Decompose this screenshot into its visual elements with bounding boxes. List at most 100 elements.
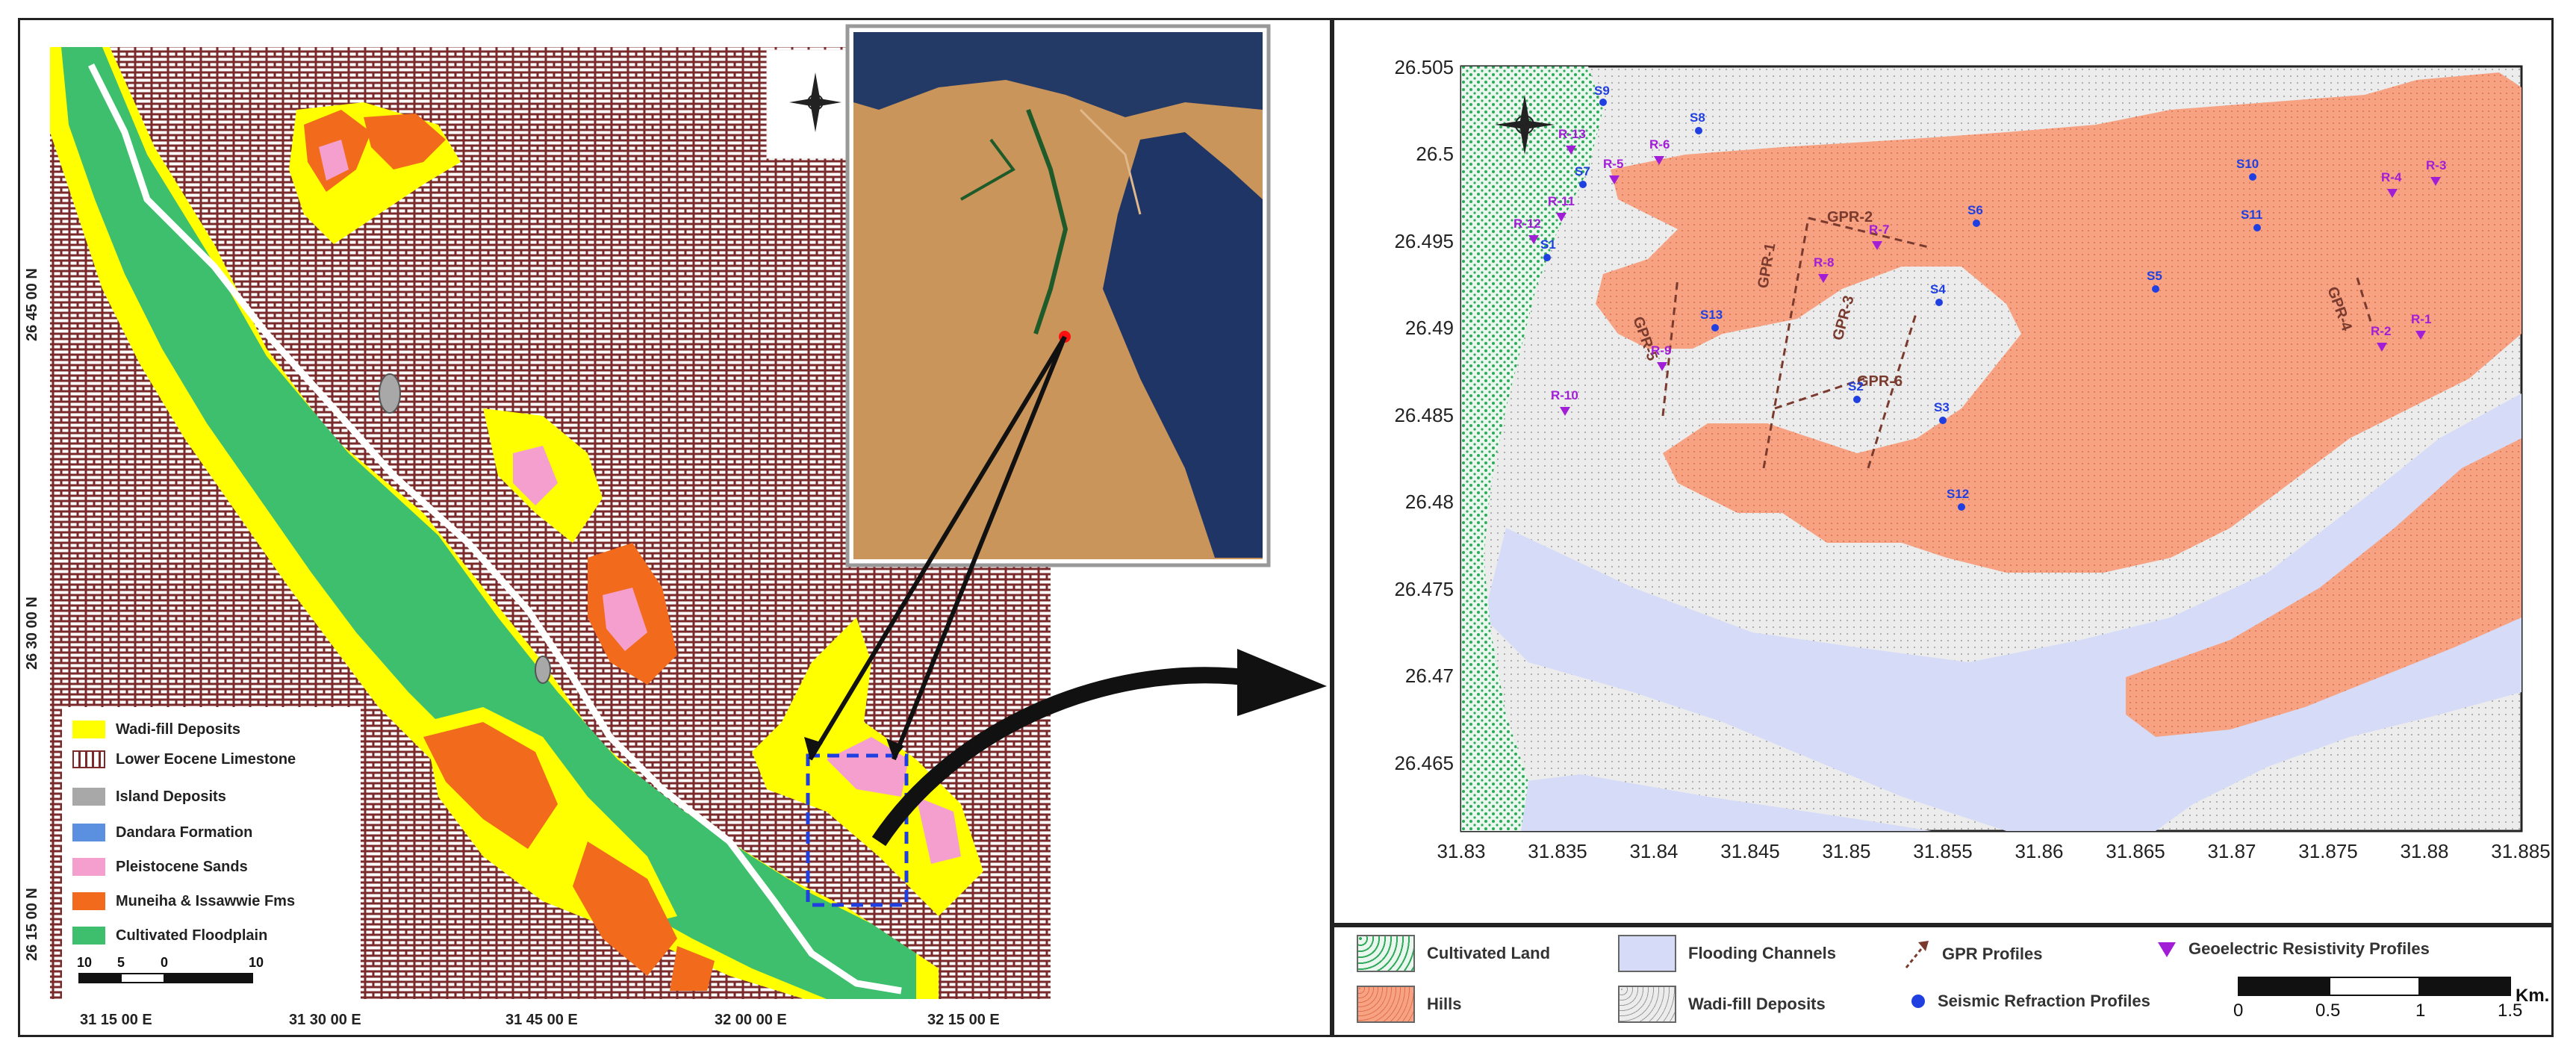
seismic-label: S8 [1690, 111, 1705, 125]
seismic-label: S7 [1575, 164, 1590, 178]
cultivated-swatch [1357, 935, 1415, 972]
y-tick: 26.475 [1394, 578, 1454, 600]
y-axis-ticks: 26.505 26.5 26.495 26.49 26.485 26.48 26… [1394, 56, 1454, 774]
x-tick: 31.86 [2015, 840, 2063, 862]
seismic-point [2249, 173, 2256, 181]
resistivity-point [1566, 146, 1576, 155]
flooding-channel [1484, 393, 2521, 831]
legend-item-muneiha: Muneiha & Issawwie Fms [72, 888, 295, 915]
seismic-label: S11 [2241, 208, 2262, 222]
lon-label: 31 30 00 E [289, 1012, 361, 1028]
resistivity-point [2430, 177, 2441, 186]
seismic-point [1973, 220, 1980, 227]
seismic-label: S12 [1947, 487, 1969, 501]
seismic-labels: S9 S8 S7 S10 S11 S1 S6 S5 S4 S13 S2 S3 S… [1540, 84, 2262, 501]
resistivity-triangle-icon [2158, 942, 2176, 957]
right-scalebar: 0 0.5 1 1.5 Km. [2233, 977, 2551, 1036]
legend-item-island: Island Deposits [72, 783, 226, 810]
scale-unit: Km. [2516, 986, 2550, 1006]
legend-label: Wadi-fill Deposits [116, 721, 241, 738]
legend-item-resistivity: Geoelectric Resistivity Profiles [2156, 938, 2430, 960]
connector-arrow-icon [871, 667, 1246, 847]
island-deposit [535, 656, 551, 684]
seismic-dot-icon [1911, 995, 1925, 1008]
muneiha-unit [573, 841, 677, 976]
hills-swatch [1357, 986, 1415, 1023]
pleistocene-unit [916, 797, 961, 864]
x-tick: 31.85 [1822, 840, 1870, 862]
floodplain-swatch [72, 927, 105, 945]
resistivity-label: R-8 [1814, 255, 1834, 270]
legend-item-seismic: Seismic Refraction Profiles [1909, 992, 2150, 1011]
legend-item-pleistocene: Pleistocene Sands [72, 853, 248, 880]
seismic-label: S5 [2147, 269, 2162, 283]
lat-label: 26 30 00 N [24, 597, 40, 670]
muneiha-unit [364, 113, 446, 169]
legend-label: Hills [1427, 995, 1462, 1013]
resistivity-point [2377, 343, 2387, 352]
legend-label: GPR Profiles [1942, 945, 2043, 963]
x-tick: 31.84 [1629, 840, 1678, 862]
legend-item-gpr: GPR Profiles [1902, 938, 2042, 971]
legend-item-floodplain: Cultivated Floodplain [72, 922, 267, 949]
y-tick: 26.505 [1394, 56, 1454, 78]
nile-river [87, 63, 902, 995]
resistivity-point [1609, 175, 1620, 184]
resistivity-label: R-2 [2371, 324, 2391, 338]
lon-label: 31 15 00 E [80, 1012, 152, 1028]
muneiha-unit [423, 722, 558, 849]
x-tick: 31.83 [1437, 840, 1485, 862]
legend-item-limestone: Lower Eocene Limestone [72, 746, 296, 773]
seismic-point [1939, 417, 1947, 424]
seismic-label: S10 [2236, 157, 2259, 171]
gpr-label: GPR-2 [1827, 209, 1873, 225]
island-swatch [72, 788, 105, 806]
lat-label: 26 15 00 N [24, 888, 40, 961]
legend-label: Dandara Formation [116, 824, 253, 841]
left-scalebar: 10 5 0 10 [72, 955, 326, 992]
x-tick: 31.855 [1913, 840, 1973, 862]
resistivity-labels: R-13 R-6 R-5 R-3 R-4 R-11 R-12 R-8 R-7 R… [1513, 127, 2446, 402]
x-tick: 31.845 [1720, 840, 1780, 862]
resistivity-label: R-10 [1551, 388, 1578, 402]
seismic-label: S6 [1967, 203, 1983, 217]
flooding-channel [1461, 774, 1932, 831]
gpr-line [1762, 217, 1810, 469]
limestone-swatch [72, 750, 105, 768]
gpr-arrow-icon [1905, 941, 1929, 968]
scale-label: 1.5 [2498, 1001, 2523, 1021]
cultivated-land [1461, 66, 1603, 831]
scale-label: 0 [2233, 1001, 2244, 1021]
study-area-map-panel: GPR-2 GPR-1 GPR-3 GPR-4 GPR-5 GPR-6 S9 S… [1332, 18, 2554, 925]
seismic-point [1935, 299, 1943, 306]
muneiha-swatch [72, 892, 105, 910]
pleistocene-unit [603, 588, 647, 651]
resistivity-point [2387, 189, 2398, 198]
longitude-labels: 31 15 00 E 31 30 00 E 31 45 00 E 32 00 0… [80, 1012, 1000, 1028]
scale-label: 0.5 [2315, 1001, 2341, 1021]
legend-item-flooding: Flooding Channels [1618, 935, 1836, 972]
gpr-line [1661, 277, 1679, 417]
legend-item-cultivated: Cultivated Land [1357, 935, 1550, 972]
seismic-point [1579, 181, 1587, 188]
seismic-point [1958, 503, 1965, 511]
y-tick: 26.5 [1416, 143, 1454, 165]
y-tick: 26.49 [1405, 317, 1454, 339]
gpr-line [1867, 311, 1918, 469]
pleistocene-unit [319, 140, 349, 181]
x-tick: 31.885 [2491, 840, 2551, 862]
resistivity-label: R-13 [1558, 127, 1586, 141]
legend-label: Wadi-fill Deposits [1688, 995, 1826, 1013]
resistivity-label: R-12 [1513, 217, 1541, 231]
seismic-point [1543, 254, 1551, 261]
resistivity-point [1556, 213, 1567, 222]
hills-area [2126, 438, 2521, 737]
study-area-map: GPR-2 GPR-1 GPR-3 GPR-4 GPR-5 GPR-6 S9 S… [1394, 56, 2550, 862]
legend-item-wadi: Wadi-fill Deposits [1618, 986, 1826, 1023]
resistivity-point [1654, 156, 1664, 165]
x-axis-ticks: 31.83 31.835 31.84 31.845 31.85 31.855 3… [1437, 840, 2550, 862]
gpr-label: GPR-6 [1857, 373, 1903, 390]
seismic-label: S2 [1848, 379, 1864, 393]
pleistocene-unit [513, 446, 558, 505]
gpr-line [1774, 377, 1865, 410]
